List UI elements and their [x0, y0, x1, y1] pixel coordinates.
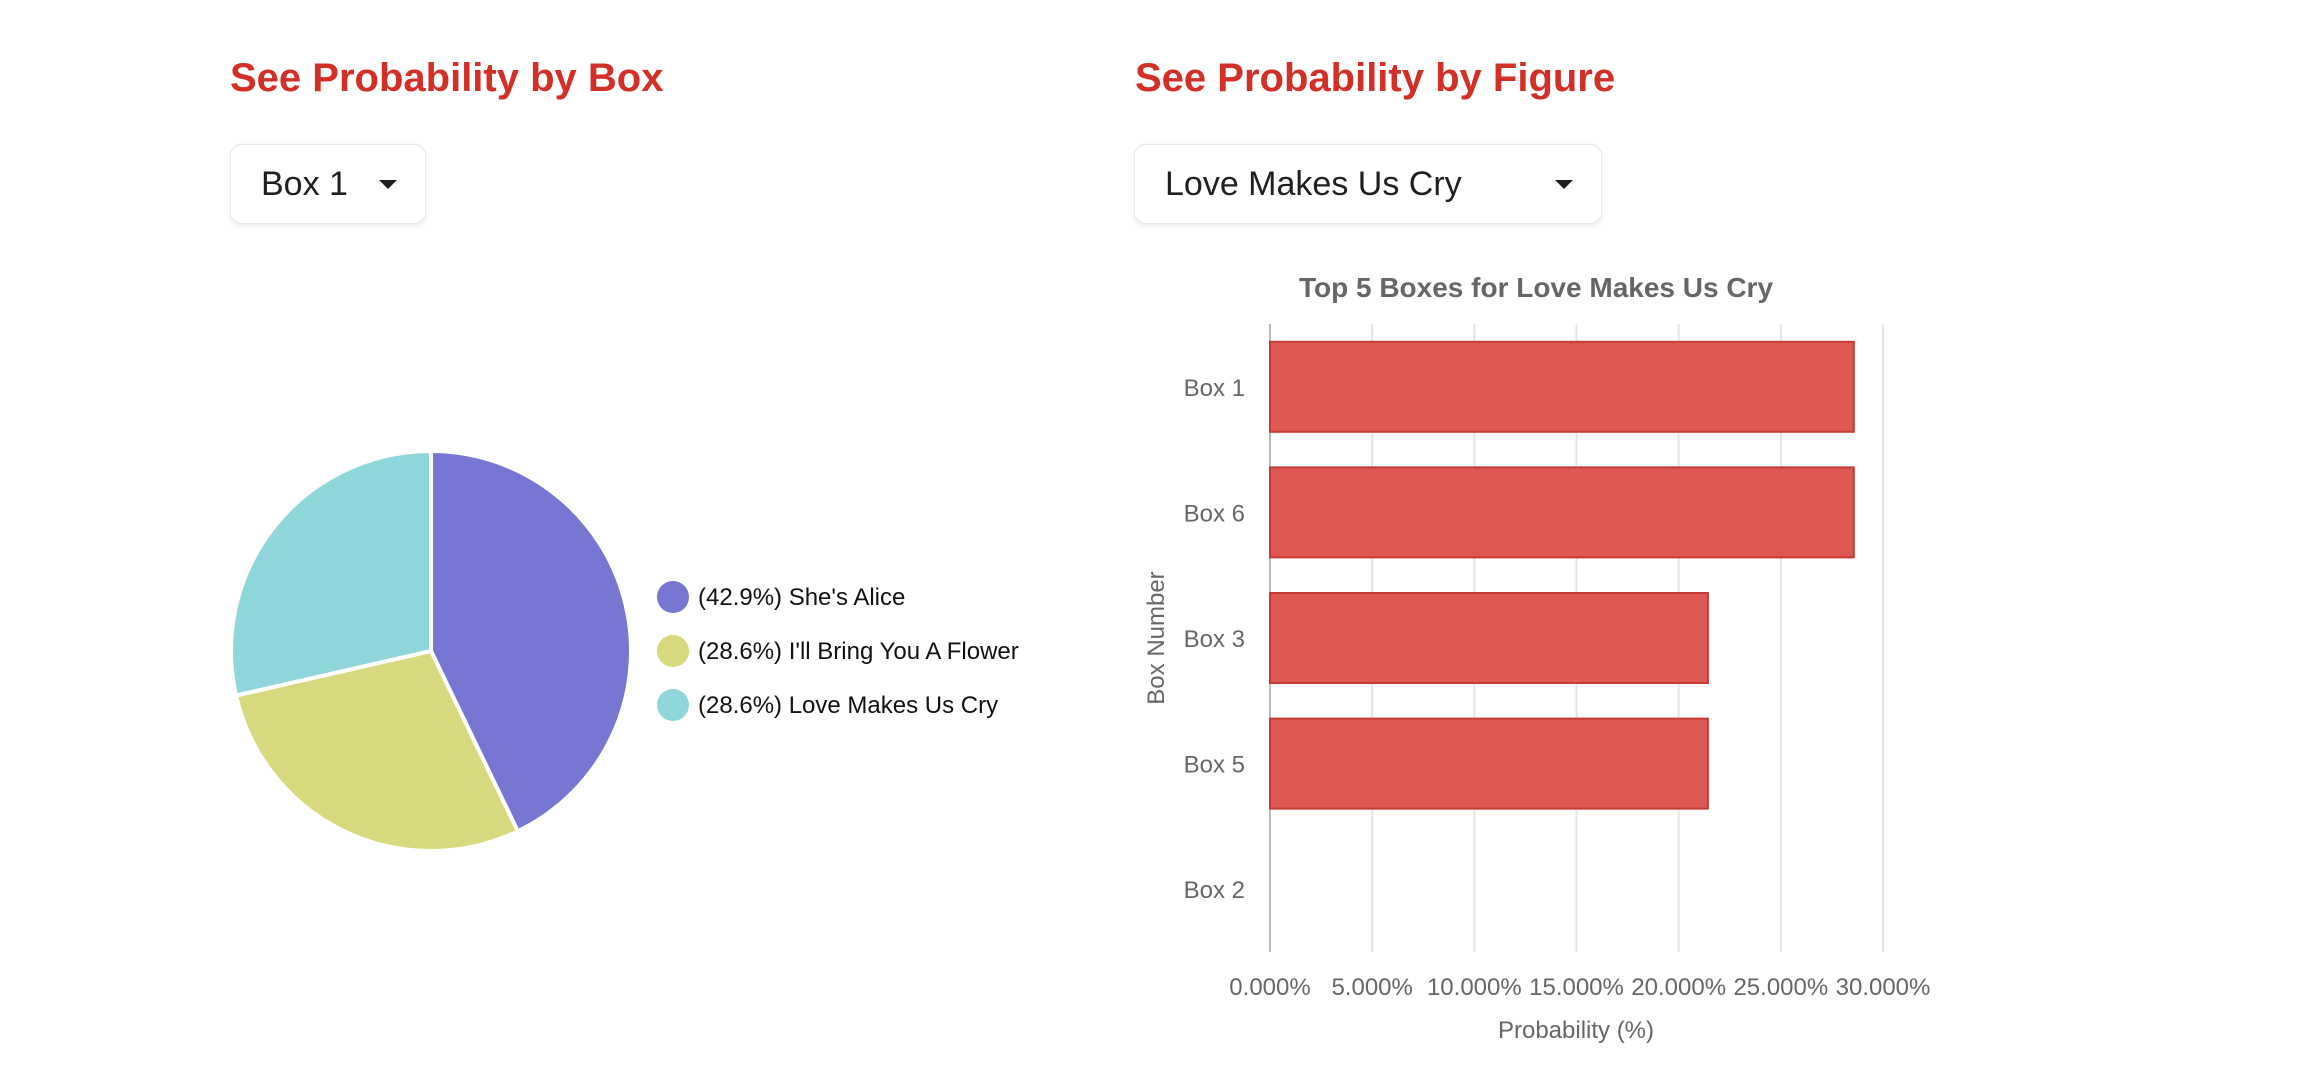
- figure-select-value: Love Makes Us Cry: [1165, 164, 1462, 203]
- box-select-value: Box 1: [261, 164, 348, 203]
- y-tick-label: Box 3: [1184, 626, 1245, 653]
- x-tick-label: 20.000%: [1631, 974, 1726, 1001]
- y-tick-label: Box 2: [1184, 877, 1245, 904]
- pie-slice[interactable]: [233, 648, 521, 853]
- box-select-dropdown[interactable]: Box 1: [230, 144, 426, 224]
- x-tick-label: 10.000%: [1427, 974, 1522, 1001]
- legend-label: (28.6%) I'll Bring You A Flower: [698, 638, 1019, 665]
- x-tick-label: 25.000%: [1733, 974, 1828, 1001]
- caret-down-icon: [1555, 179, 1573, 189]
- pie-slice[interactable]: [229, 448, 433, 698]
- bar[interactable]: [1269, 466, 1855, 559]
- x-tick-label: 30.000%: [1836, 974, 1931, 1001]
- x-tick-label: 5.000%: [1331, 974, 1412, 1001]
- pie-slice[interactable]: [429, 448, 633, 834]
- x-axis-label: Probability (%): [1498, 1017, 1654, 1044]
- y-tick-label: Box 5: [1184, 752, 1245, 779]
- y-tick-label: Box 1: [1184, 375, 1245, 402]
- section-heading-by-box: See Probability by Box: [230, 56, 664, 100]
- legend-swatch: [657, 689, 689, 721]
- pie-chart: (42.9%) She's Alice (28.6%) I'll Bring Yo…: [229, 448, 1019, 853]
- bar[interactable]: [1269, 340, 1855, 433]
- legend-swatch: [657, 635, 689, 667]
- x-tick-label: 0.000%: [1229, 974, 1310, 1001]
- legend-swatch: [657, 581, 689, 613]
- y-axis-label: Box Number: [1143, 571, 1170, 704]
- bar[interactable]: [1269, 592, 1709, 684]
- section-heading-by-figure: See Probability by Figure: [1135, 56, 1616, 100]
- legend-label: (28.6%) Love Makes Us Cry: [698, 692, 998, 719]
- legend-label: (42.9%) She's Alice: [698, 584, 905, 611]
- bar[interactable]: [1269, 717, 1709, 810]
- chart-title: Top 5 Boxes for Love Makes Us Cry: [1299, 272, 1774, 303]
- x-tick-label: 15.000%: [1529, 974, 1624, 1001]
- caret-down-icon: [379, 179, 397, 189]
- y-tick-label: Box 6: [1184, 500, 1245, 527]
- figure-select-dropdown[interactable]: Love Makes Us Cry: [1134, 144, 1602, 224]
